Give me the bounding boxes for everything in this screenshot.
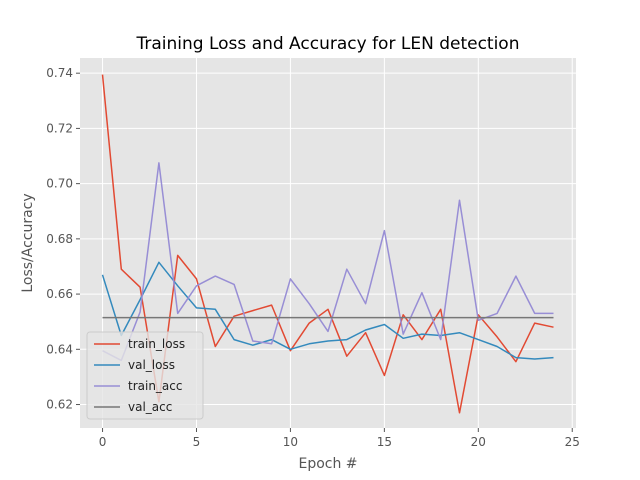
legend-label-train-acc: train_acc — [128, 379, 182, 393]
legend-label-val-loss: val_loss — [128, 358, 175, 372]
series-lines — [101, 74, 554, 414]
y-tick-label: 0.72 — [46, 121, 73, 135]
x-tick-label: 20 — [471, 435, 486, 449]
series-line-train-loss — [101, 74, 554, 414]
y-tick-label: 0.66 — [46, 287, 73, 301]
series-line-val-loss — [101, 261, 554, 360]
x-tick-label: 0 — [99, 435, 107, 449]
y-tick-label: 0.64 — [46, 342, 73, 356]
x-axis-ticks: 0 5 10 15 20 25 — [99, 428, 580, 449]
x-axis-label: Epoch # — [298, 456, 357, 472]
series-line-train-acc — [102, 162, 554, 362]
x-tick-label: 25 — [565, 435, 580, 449]
legend: train_loss val_loss train_acc val_acc — [86, 331, 204, 420]
x-tick-label: 5 — [193, 435, 201, 449]
y-tick-label: 0.70 — [46, 177, 73, 191]
y-axis-label: Loss/Accuracy — [20, 193, 36, 292]
chart-title: Training Loss and Accuracy for LEN detec… — [136, 34, 520, 54]
y-axis-ticks: 0.62 0.64 0.66 0.68 0.70 0.72 0.74 — [46, 66, 80, 412]
x-tick-label: 15 — [377, 435, 392, 449]
x-tick-label: 10 — [283, 435, 298, 449]
y-tick-label: 0.62 — [46, 398, 73, 412]
legend-label-train-loss: train_loss — [128, 337, 185, 351]
y-tick-label: 0.74 — [46, 66, 73, 80]
legend-box — [86, 331, 204, 420]
legend-label-val-acc: val_acc — [128, 400, 172, 414]
y-tick-label: 0.68 — [46, 232, 73, 246]
